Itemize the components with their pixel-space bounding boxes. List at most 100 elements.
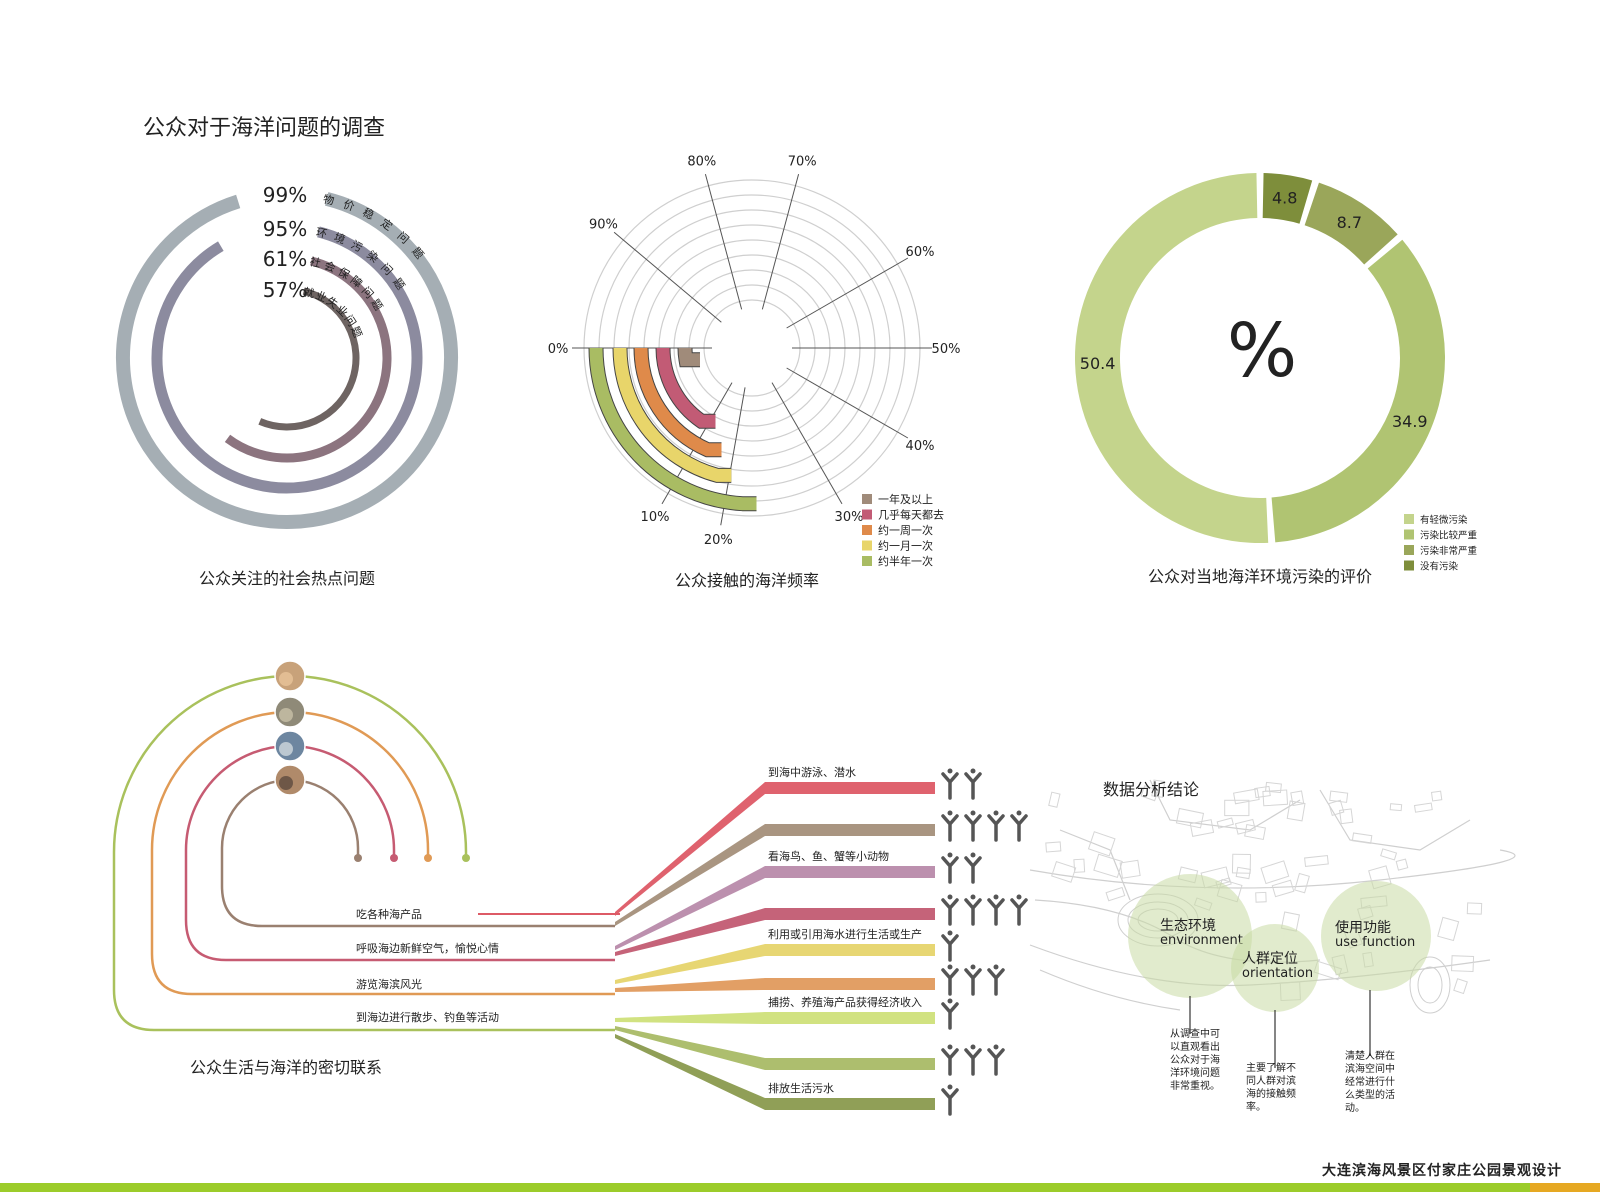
person-icon (964, 1044, 982, 1076)
pollution-legend-swatch (1404, 529, 1414, 540)
frequency-legend-label: 几乎每天都去 (878, 508, 944, 522)
relation-arc-end-dot (424, 854, 432, 862)
person-icon-head (970, 810, 976, 816)
site-map-building (1119, 859, 1141, 879)
person-icon-head (970, 852, 976, 858)
site-map-building (1216, 817, 1234, 829)
frequency-legend-swatch (862, 540, 872, 551)
frequency-grid-circle (703, 299, 801, 397)
person-icon-body (987, 898, 1005, 926)
person-icon-head (993, 810, 999, 816)
pollution-slice (1074, 173, 1269, 543)
concern-radial-chart: 99%95%61%57% 物价稳定问题环境污染问题社 会保障问题就业失业问题 公众… (116, 183, 458, 588)
frequency-spoke (786, 257, 909, 329)
site-map-building (1437, 916, 1460, 942)
frequency-legend-swatch (862, 525, 872, 535)
site-map-building (1231, 853, 1252, 874)
pollution-slice-label: 50.4 (1080, 354, 1116, 373)
frequency-axis-tick: 50% (932, 342, 961, 357)
person-icon-body (941, 1002, 959, 1030)
relation-photo-detail (279, 742, 293, 756)
relation-photo-detail (279, 708, 293, 722)
site-map-building (1380, 848, 1398, 861)
site-map-building (1140, 785, 1159, 802)
relation-flow-band (615, 978, 935, 992)
site-map-building (1451, 955, 1475, 973)
person-icon-head (947, 964, 953, 970)
person-icon (941, 930, 959, 962)
site-map-building (1339, 808, 1354, 825)
analysis-note-line: 公众对于海 (1170, 1053, 1220, 1066)
concern-category-char: 物 (322, 192, 336, 208)
bottom-accent-bar (0, 1183, 1600, 1192)
site-map-building (1395, 858, 1409, 871)
pollution-slice-label: 34.9 (1392, 412, 1428, 431)
relation-flow-band (615, 1034, 935, 1110)
person-icon-body (964, 814, 982, 842)
frequency-axis-tick: 80% (687, 155, 716, 170)
frequency-arc (589, 347, 757, 511)
frequency-spoke (786, 367, 909, 439)
person-icon-head (970, 768, 976, 774)
person-icon-head (993, 1044, 999, 1050)
relation-activity-label: 呼吸海边新鲜空气，愉悦心情 (356, 941, 499, 955)
concern-category-char: 题 (348, 324, 364, 339)
concern-value-label: 57% (263, 278, 307, 302)
relation-flow-band (615, 866, 935, 950)
analysis-note-line: 从调查中可 (1170, 1027, 1220, 1040)
frequency-legend-swatch (862, 494, 872, 504)
site-map-building (1389, 803, 1403, 812)
site-map-building (1045, 841, 1062, 853)
person-icon-body (941, 968, 959, 996)
site-map-building (1093, 853, 1123, 878)
relation-arc (184, 744, 615, 962)
relation-arc (150, 710, 615, 996)
concern-value-label: 95% (263, 217, 307, 241)
site-map-building (1255, 891, 1267, 903)
person-icon-head (947, 810, 953, 816)
person-icon-body (941, 898, 959, 926)
frequency-axis-tick: 30% (835, 510, 864, 525)
person-icon (941, 894, 959, 926)
site-map-building (1189, 819, 1215, 837)
person-icon-body (941, 1088, 959, 1116)
bottom-accent-orange (1530, 1183, 1600, 1192)
relation-flow-band (615, 944, 935, 984)
pollution-legend-swatch (1404, 514, 1414, 524)
site-map-building (1244, 824, 1266, 841)
person-icon-head (1016, 810, 1022, 816)
frequency-legend-swatch (862, 509, 872, 520)
site-map-road (1319, 789, 1471, 851)
person-icon (987, 894, 1005, 926)
person-icon (1010, 894, 1028, 926)
relation-flow-band (615, 1026, 935, 1070)
frequency-arc (613, 347, 732, 482)
pollution-legend-label: 污染比较严重 (1420, 530, 1478, 542)
relation-activity-label: 到海边进行散步、钓鱼等活动 (356, 1010, 499, 1024)
frequency-axis-tick: 90% (589, 217, 618, 232)
relation-flow-band (615, 1012, 935, 1024)
frequency-axis-tick: 60% (906, 245, 935, 260)
site-map-building (1260, 860, 1290, 885)
site-map-building (1294, 872, 1310, 894)
person-icon-head (947, 768, 953, 774)
frequency-legend-swatch (862, 556, 872, 566)
person-icon (941, 1084, 959, 1116)
site-map-building (1453, 978, 1468, 995)
pollution-caption: 公众对当地海洋环境污染的评价 (1148, 567, 1372, 586)
person-icon (987, 810, 1005, 842)
concern-category-char: 污 (349, 238, 365, 255)
pollution-legend-label: 没有污染 (1420, 561, 1459, 573)
concern-caption: 公众关注的社会热点问题 (199, 569, 375, 588)
relation-bar-label: 看海鸟、鱼、蟹等小动物 (768, 849, 889, 863)
person-icon (941, 1044, 959, 1076)
analysis-title: 数据分析结论 (1103, 780, 1199, 799)
analysis-circle-subtitle: environment (1160, 933, 1243, 948)
site-map-building (1466, 902, 1483, 915)
relation-activity-label: 吃各种海产品 (356, 907, 422, 921)
site-map-building (1234, 818, 1256, 835)
pollution-legend-swatch (1404, 560, 1414, 571)
person-icon (964, 768, 982, 800)
frequency-spoke (704, 174, 743, 310)
